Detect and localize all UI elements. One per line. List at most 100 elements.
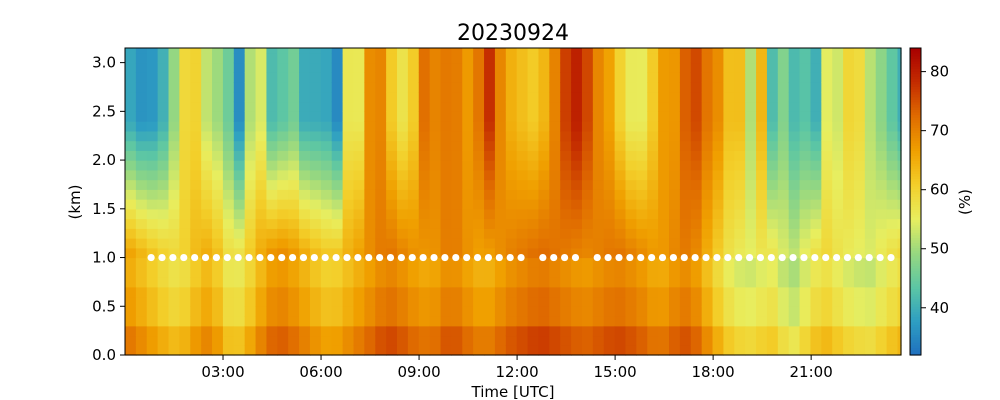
heatmap-cell — [255, 199, 268, 210]
heatmap-cell — [494, 228, 507, 239]
heatmap-cell — [777, 130, 790, 142]
heatmap-cell — [288, 72, 300, 83]
heatmap-cell — [745, 150, 757, 161]
heatmap-cell — [571, 228, 583, 239]
heatmap-cell — [244, 286, 257, 298]
heatmap-cell — [712, 277, 725, 288]
heatmap-cell — [505, 325, 518, 337]
heatmap-cell — [505, 238, 518, 249]
heatmap-cell — [157, 189, 170, 200]
colorbar-segment — [910, 183, 921, 187]
heatmap-cell — [309, 160, 322, 171]
heatmap-cell — [571, 316, 583, 327]
heatmap-cell — [669, 140, 681, 151]
heatmap-cell — [135, 238, 148, 249]
heatmap-cell — [527, 218, 540, 229]
heatmap-cell — [538, 277, 550, 288]
heatmap-cell — [407, 91, 420, 103]
heatmap-cell — [679, 325, 692, 337]
heatmap-cell — [679, 150, 692, 161]
colorbar-segment — [910, 81, 921, 85]
heatmap-cell — [538, 121, 550, 132]
heatmap-cell — [212, 228, 224, 239]
heatmap-cell — [146, 316, 159, 327]
heatmap-cell — [723, 130, 735, 142]
colorbar-segment — [910, 329, 921, 333]
heatmap-cell — [853, 130, 866, 142]
colorbar-segment — [910, 342, 921, 346]
heatmap-cell — [810, 306, 822, 317]
heatmap-cell — [886, 72, 899, 83]
data-marker — [811, 253, 819, 262]
heatmap-cell — [625, 286, 637, 298]
heatmap-cell — [244, 160, 257, 171]
heatmap-cell — [756, 179, 768, 190]
heatmap-cell — [135, 189, 148, 200]
heatmap-cell — [603, 82, 616, 93]
heatmap-cell — [451, 296, 463, 307]
heatmap-cell — [756, 208, 768, 220]
heatmap-cell — [266, 238, 278, 249]
heatmap-cell — [342, 238, 355, 249]
heatmap-cell — [538, 335, 550, 346]
heatmap-cell — [429, 121, 442, 132]
heatmap-cell — [843, 82, 855, 93]
heatmap-cell — [897, 48, 902, 54]
heatmap-cell — [658, 52, 670, 64]
heatmap-cell — [886, 199, 899, 210]
heatmap-cell — [309, 296, 322, 307]
heatmap-cell — [397, 267, 409, 278]
heatmap-cell — [669, 62, 681, 73]
heatmap-cell — [397, 150, 409, 161]
heatmap-cell — [571, 72, 583, 83]
heatmap-cell — [549, 91, 561, 103]
heatmap-cell — [734, 189, 746, 200]
heatmap-cell — [864, 91, 877, 103]
heatmap-cell — [168, 316, 180, 327]
heatmap-cell — [843, 101, 855, 112]
heatmap-cell — [614, 306, 627, 317]
heatmap-cell — [440, 179, 453, 190]
heatmap-cell — [799, 345, 812, 356]
heatmap-cell — [647, 238, 659, 249]
heatmap-cell — [701, 179, 714, 190]
heatmap-cell — [353, 101, 365, 112]
heatmap-cell — [157, 257, 170, 268]
heatmap-cell — [897, 111, 902, 122]
heatmap-cell — [397, 140, 409, 151]
heatmap-cell — [353, 277, 365, 288]
heatmap-cell — [571, 218, 583, 229]
heatmap-cell — [168, 150, 180, 161]
heatmap-cell — [375, 52, 387, 64]
heatmap-cell — [799, 82, 812, 93]
heatmap-cell — [484, 150, 496, 161]
heatmap-cell — [592, 169, 605, 181]
heatmap-cell — [331, 160, 344, 171]
colorbar-segment — [910, 142, 921, 146]
heatmap-cell — [135, 257, 148, 268]
heatmap-cell — [440, 150, 453, 161]
heatmap-cell — [233, 189, 246, 200]
heatmap-cell — [299, 82, 311, 93]
heatmap-cell — [712, 91, 725, 103]
heatmap-cell — [168, 101, 180, 112]
heatmap-cell — [745, 130, 757, 142]
heatmap-cell — [201, 169, 213, 181]
heatmap-cell — [766, 179, 779, 190]
colorbar-segment — [910, 270, 921, 274]
heatmap-cell — [494, 160, 507, 171]
heatmap-cell — [190, 199, 202, 210]
colorbar-segment — [910, 94, 921, 98]
heatmap-cell — [832, 140, 844, 151]
heatmap-cell — [625, 238, 637, 249]
heatmap-cell — [723, 199, 735, 210]
heatmap-cell — [734, 257, 746, 268]
heatmap-cell — [614, 150, 627, 161]
heatmap-cell — [342, 306, 355, 317]
heatmap-cell — [375, 218, 387, 229]
heatmap-cell — [821, 238, 833, 249]
heatmap-cell — [614, 296, 627, 307]
heatmap-cell — [658, 208, 670, 220]
heatmap-cell — [679, 140, 692, 151]
heatmap-cell — [571, 199, 583, 210]
